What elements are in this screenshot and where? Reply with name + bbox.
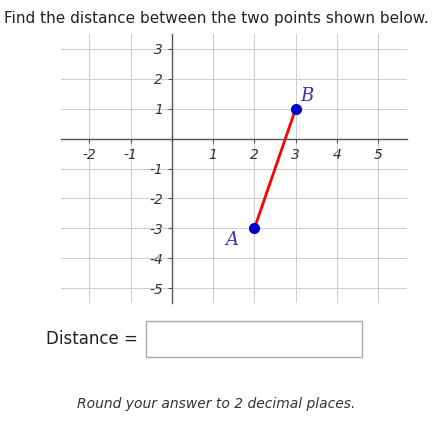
Text: Distance =: Distance = (46, 330, 138, 348)
Text: Round your answer to 2 decimal places.: Round your answer to 2 decimal places. (78, 397, 355, 411)
Text: A: A (226, 231, 239, 249)
FancyBboxPatch shape (146, 321, 362, 357)
Text: Find the distance between the two points shown below.: Find the distance between the two points… (4, 11, 429, 25)
Text: B: B (301, 87, 314, 105)
